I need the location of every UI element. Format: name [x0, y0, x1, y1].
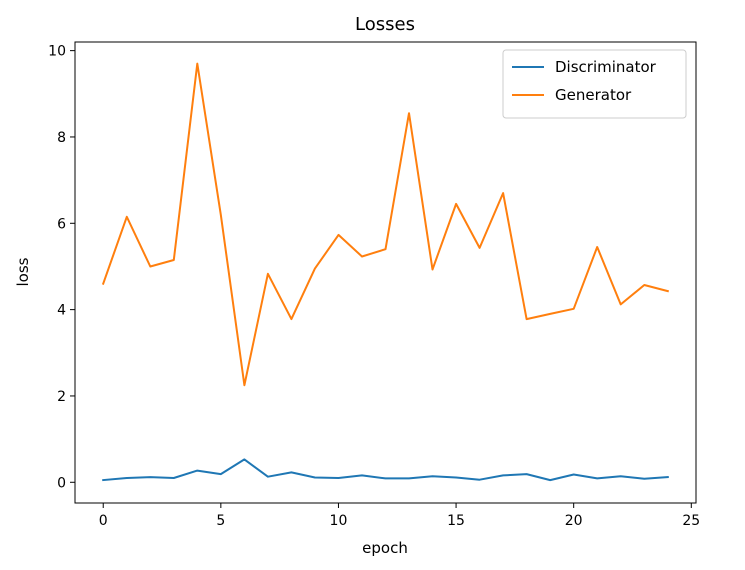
x-tick-label: 20	[565, 513, 583, 529]
y-tick-label: 0	[57, 475, 66, 491]
legend: Discriminator Generator	[502, 49, 687, 119]
y-tick-label: 6	[57, 216, 66, 232]
legend-label: Generator	[555, 86, 632, 104]
legend-label: Discriminator	[555, 58, 657, 76]
plot-frame	[74, 41, 697, 504]
y-tick-label: 4	[57, 303, 66, 319]
x-tick-label: 25	[682, 513, 700, 529]
y-tick-label: 2	[57, 389, 66, 405]
x-tick-label: 15	[447, 513, 465, 529]
series-line-discriminator	[102, 458, 669, 482]
plot-area: 0 5 10 15 20 25 0 2 4 6 8 10	[48, 41, 700, 529]
x-tick-label: 5	[216, 513, 225, 529]
legend-box	[502, 49, 687, 119]
x-axis-label: epoch	[362, 539, 408, 557]
x-tick-label: 0	[99, 513, 108, 529]
y-axis-label: loss	[14, 257, 32, 286]
x-tick-label: 10	[330, 513, 348, 529]
y-tick-label: 10	[48, 44, 66, 60]
chart-title: Losses	[355, 14, 415, 35]
y-tick-label: 8	[57, 130, 66, 146]
series-line-generator	[101, 62, 670, 387]
